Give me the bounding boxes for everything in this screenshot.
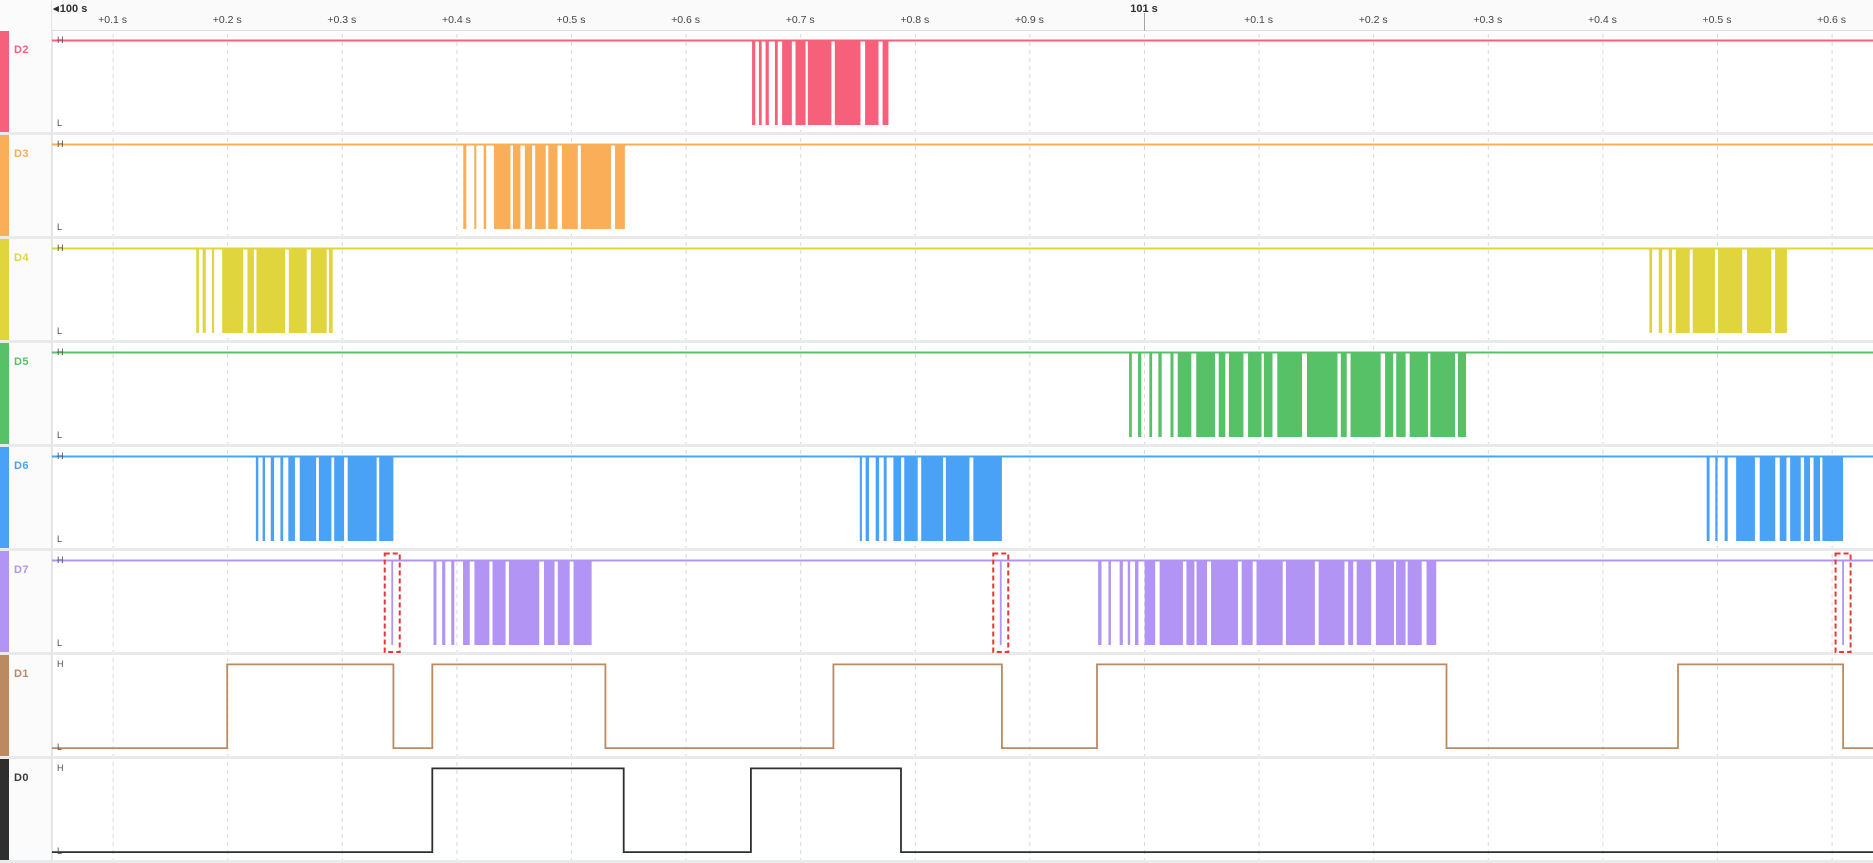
glitch-marker[interactable] [383,552,401,653]
low-level-label: L [57,326,63,336]
channel-label: D1 [14,668,29,680]
low-level-label: L [57,430,63,440]
channel-sidebar-item-D2[interactable]: D2 [0,31,51,135]
channel-color-bar [0,447,9,548]
glitch-marker[interactable] [992,552,1010,653]
high-level-label: H [57,243,64,253]
channel-label: D4 [14,252,29,264]
minor-tick-label: +0.8 s [900,14,930,26]
channel-label: D0 [14,772,29,784]
low-level-label: L [57,638,63,648]
high-level-label: H [57,763,64,773]
waveforms [52,39,1873,853]
waveform-D3 [52,143,1873,229]
low-level-label: L [57,222,63,232]
minor-tick-label: +0.6 s [671,14,701,26]
glitch-marker[interactable] [1834,552,1852,653]
minor-tick-label: +0.9 s [1014,14,1044,26]
left-arrow-icon: ◀ [53,4,59,13]
minor-tick-label: +0.5 s [1702,14,1732,26]
channel-color-bar [0,239,9,340]
minor-tick-label: +0.1 s [98,14,128,26]
channel-sidebar-item-D6[interactable]: D6 [0,447,51,551]
channel-color-bar [0,655,9,756]
minor-tick-label: +0.4 s [1587,14,1617,26]
channel-label: D3 [14,148,29,160]
channel-sidebar-item-D5[interactable]: D5 [0,343,51,447]
waveform-D6 [52,455,1873,541]
channel-sidebar-item-D1[interactable]: D1 [0,655,51,759]
waveform-D7 [52,559,1873,645]
high-level-label: H [57,659,64,669]
channel-sidebar-item-D3[interactable]: D3 [0,135,51,239]
channel-sidebar-item-D0[interactable]: D0 [0,759,51,863]
low-level-label: L [57,118,63,128]
major-tick-mark [1144,13,1145,31]
major-tick-label: 101 s [1130,3,1158,15]
high-level-label: H [57,35,64,45]
waveform-D5 [52,351,1873,437]
minor-tick-label: +0.5 s [556,14,586,26]
channel-color-bar [0,31,9,132]
waveform-D1 [52,663,1873,749]
high-level-label: H [57,451,64,461]
channel-label: D5 [14,356,29,368]
glitch-markers [383,552,1852,653]
low-level-label: L [57,534,63,544]
low-level-label: L [57,742,63,752]
waveform-D0 [52,767,1873,853]
channel-label: D7 [14,564,29,576]
channel-color-bar [0,343,9,444]
row-separators [52,132,1873,863]
high-level-label: H [57,555,64,565]
minor-tick-label: +0.7 s [785,14,815,26]
channel-sidebar-item-D4[interactable]: D4 [0,239,51,343]
minor-tick-label: +0.3 s [1473,14,1503,26]
minor-tick-label: +0.6 s [1817,14,1847,26]
timeline-ruler[interactable]: ◀100 s +0.1 s +0.2 s +0.3 s +0.4 s +0.5 s +0.… [0,0,1873,31]
channel-label: D2 [14,44,29,56]
minor-tick-label: +0.2 s [1358,14,1388,26]
minor-tick-label: +0.3 s [327,14,357,26]
channel-label: D6 [14,460,29,472]
high-level-label: H [57,347,64,357]
high-level-label: H [57,139,64,149]
minor-tick-label: +0.1 s [1244,14,1274,26]
channel-color-bar [0,551,9,652]
channel-color-bar [0,759,9,860]
channel-sidebar-item-D7[interactable]: D7 [0,551,51,655]
waveform-D2 [52,39,1873,125]
waveform-D4 [52,247,1873,333]
minor-tick-label: +0.2 s [212,14,242,26]
timeline-anchor-label: ◀100 s [53,3,88,15]
low-level-label: L [57,846,63,856]
channel-sidebar: D2 D3 D4 D5 D6 D7 D1 D0 [0,0,52,863]
channel-color-bar [0,135,9,236]
minor-tick-label: +0.4 s [441,14,471,26]
